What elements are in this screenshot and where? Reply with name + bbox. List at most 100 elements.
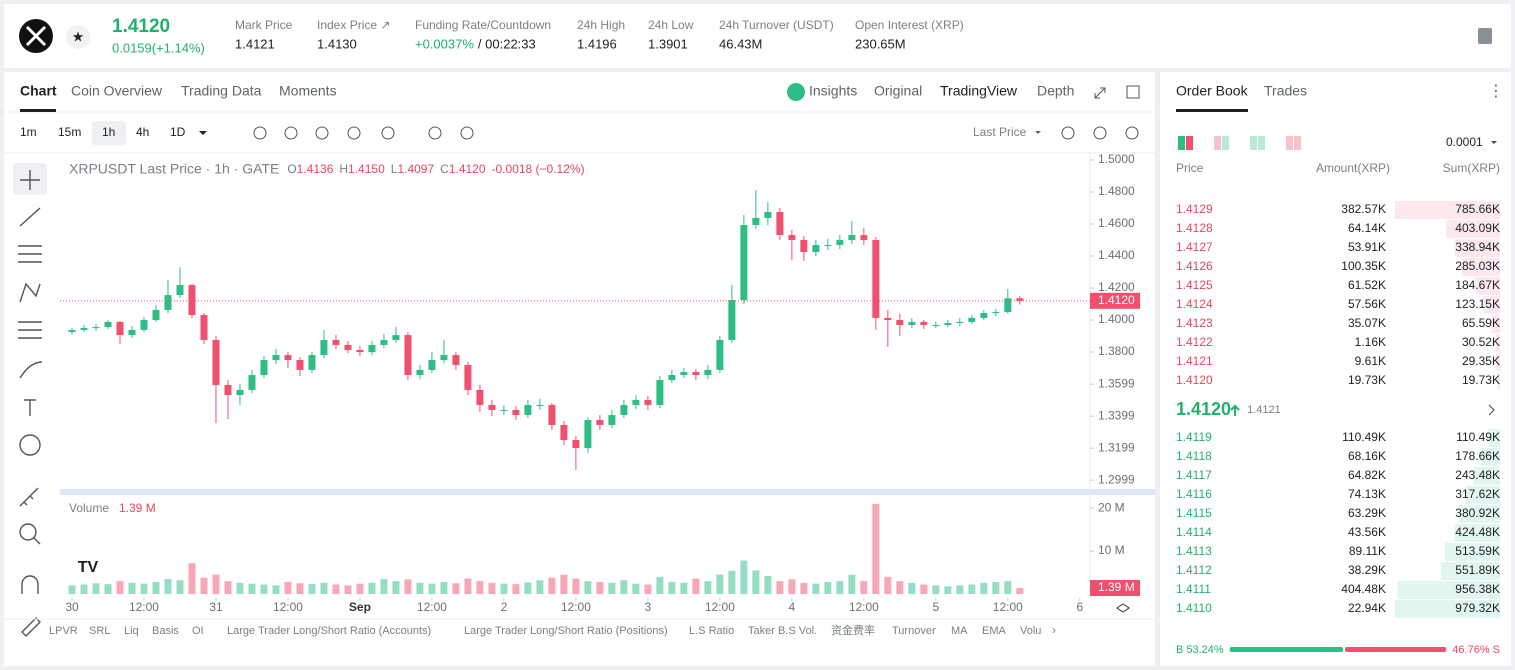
tab[interactable]: Coin Overview xyxy=(71,83,163,99)
indicator-tab[interactable]: Volu xyxy=(1020,625,1041,637)
candle-body xyxy=(920,321,928,325)
view-tab[interactable]: Insights xyxy=(809,83,857,99)
book-price[interactable]: 1.4129 xyxy=(1176,202,1213,216)
view-tab[interactable]: Depth xyxy=(1037,83,1074,99)
book-price[interactable]: 1.4120 xyxy=(1176,373,1213,387)
candle-body xyxy=(572,440,580,449)
view-mode[interactable] xyxy=(1178,136,1185,150)
indicator-tab[interactable]: EMA xyxy=(982,625,1007,637)
tool-icon[interactable] xyxy=(381,126,395,140)
chevron[interactable] xyxy=(1488,404,1495,416)
candle-body xyxy=(224,384,232,396)
book-price[interactable]: 1.4125 xyxy=(1176,278,1213,292)
book-price[interactable]: 1.4112 xyxy=(1176,563,1212,577)
book-price[interactable]: 1.4113 xyxy=(1176,544,1212,558)
tool-icon[interactable] xyxy=(347,126,361,140)
interval[interactable]: 1m xyxy=(20,125,37,139)
view-mode[interactable] xyxy=(1286,136,1293,150)
indicator-tab[interactable]: L.S Ratio xyxy=(689,625,734,637)
interval[interactable]: 4h xyxy=(136,125,149,139)
book-price[interactable]: 1.4114 xyxy=(1176,525,1212,539)
tool-icon[interactable] xyxy=(1093,126,1107,140)
indicator-tab[interactable]: LPVR xyxy=(49,625,78,637)
view-mode[interactable] xyxy=(1294,136,1301,150)
book-price[interactable]: 1.4124 xyxy=(1176,297,1213,311)
volume-bar xyxy=(884,576,892,594)
indicator-tab[interactable]: Turnover xyxy=(892,625,936,637)
indicator-tab[interactable]: MA xyxy=(951,625,968,637)
volume-bar xyxy=(320,582,328,594)
precision[interactable]: 0.0001 xyxy=(1446,135,1483,149)
book-price[interactable]: 1.4123 xyxy=(1176,316,1213,330)
tab[interactable]: Moments xyxy=(279,83,337,99)
indicator-tab[interactable]: Liq xyxy=(124,625,139,637)
book-price[interactable]: 1.4115 xyxy=(1176,506,1212,520)
book-price[interactable]: 1.4117 xyxy=(1176,468,1212,482)
indicator-tab[interactable]: Taker B.S Vol. xyxy=(748,625,817,637)
view-mode[interactable] xyxy=(1250,136,1257,150)
view-mode[interactable] xyxy=(1258,136,1265,150)
interval[interactable]: 15m xyxy=(58,125,81,139)
candle-body xyxy=(596,420,604,425)
price-type[interactable]: Last Price xyxy=(973,125,1027,139)
tool-icon[interactable] xyxy=(253,126,267,140)
candle-body xyxy=(908,321,916,325)
tool-icon[interactable] xyxy=(460,126,474,140)
tab[interactable]: Trading Data xyxy=(181,83,262,99)
volume-bar xyxy=(860,581,868,594)
view-mode[interactable] xyxy=(1186,136,1193,150)
candle-body xyxy=(524,404,532,416)
volume-bar xyxy=(272,585,280,594)
book-tab[interactable]: Trades xyxy=(1264,83,1307,99)
book-price[interactable]: 1.4128 xyxy=(1176,221,1213,235)
view-mode[interactable] xyxy=(1222,136,1229,150)
tool-icon[interactable] xyxy=(315,126,329,140)
candle-body xyxy=(164,295,172,310)
volume-bar xyxy=(128,582,136,594)
tool-icon[interactable] xyxy=(1061,126,1075,140)
book-price[interactable]: 1.4111 xyxy=(1176,582,1211,596)
book-price[interactable]: 1.4119 xyxy=(1176,430,1212,444)
book-price[interactable]: 1.4126 xyxy=(1176,259,1213,273)
indicator-tab[interactable]: SRL xyxy=(89,625,110,637)
candle-body xyxy=(824,244,832,246)
view-mode[interactable] xyxy=(1214,136,1221,150)
indicator-tab[interactable]: Basis xyxy=(152,625,179,637)
book-sum: 30.52K xyxy=(1462,335,1500,349)
view-tab[interactable]: TradingView xyxy=(940,83,1018,99)
settings-icon[interactable] xyxy=(1116,603,1130,613)
interval[interactable]: 1h xyxy=(102,125,115,139)
indicator-tab[interactable]: Large Trader Long/Short Ratio (Positions… xyxy=(464,625,668,637)
volume-bar xyxy=(548,577,556,594)
window-icon[interactable] xyxy=(1126,85,1140,99)
view-tab[interactable]: Original xyxy=(874,83,922,99)
volume-bar xyxy=(416,582,424,594)
mark-price: 1.4121 xyxy=(1247,404,1281,416)
favorite[interactable] xyxy=(66,25,90,49)
book-price[interactable]: 1.4122 xyxy=(1176,335,1213,349)
indicator-tab[interactable]: 资金费率 xyxy=(831,623,875,637)
tab[interactable]: Chart xyxy=(20,83,57,99)
book-price[interactable]: 1.4110 xyxy=(1176,601,1212,615)
book-price[interactable]: 1.4127 xyxy=(1176,240,1213,254)
expand-icon[interactable] xyxy=(1094,87,1106,99)
stat-value: 1.4121 xyxy=(235,36,275,51)
indicator-tab[interactable]: Large Trader Long/Short Ratio (Accounts) xyxy=(227,625,431,637)
book-price[interactable]: 1.4116 xyxy=(1176,487,1212,501)
tool-icon[interactable] xyxy=(284,126,298,140)
book-price[interactable]: 1.4118 xyxy=(1176,449,1212,463)
tool-icon[interactable] xyxy=(428,126,442,140)
sell-ratio: 46.76% S xyxy=(1452,644,1500,656)
menu[interactable]: ⋮ xyxy=(1488,83,1504,100)
volume-bar xyxy=(512,584,520,594)
book-tab[interactable]: Order Book xyxy=(1176,83,1249,99)
volume-bar xyxy=(308,584,316,594)
tool-icon[interactable] xyxy=(1125,126,1139,140)
scroll-right[interactable]: › xyxy=(1052,623,1056,637)
indicator-tab[interactable]: OI xyxy=(192,625,204,637)
book-price[interactable]: 1.4121 xyxy=(1176,354,1213,368)
legend-key: C xyxy=(440,162,449,176)
interval[interactable]: 1D xyxy=(170,125,186,139)
notes-icon[interactable] xyxy=(1478,28,1492,44)
